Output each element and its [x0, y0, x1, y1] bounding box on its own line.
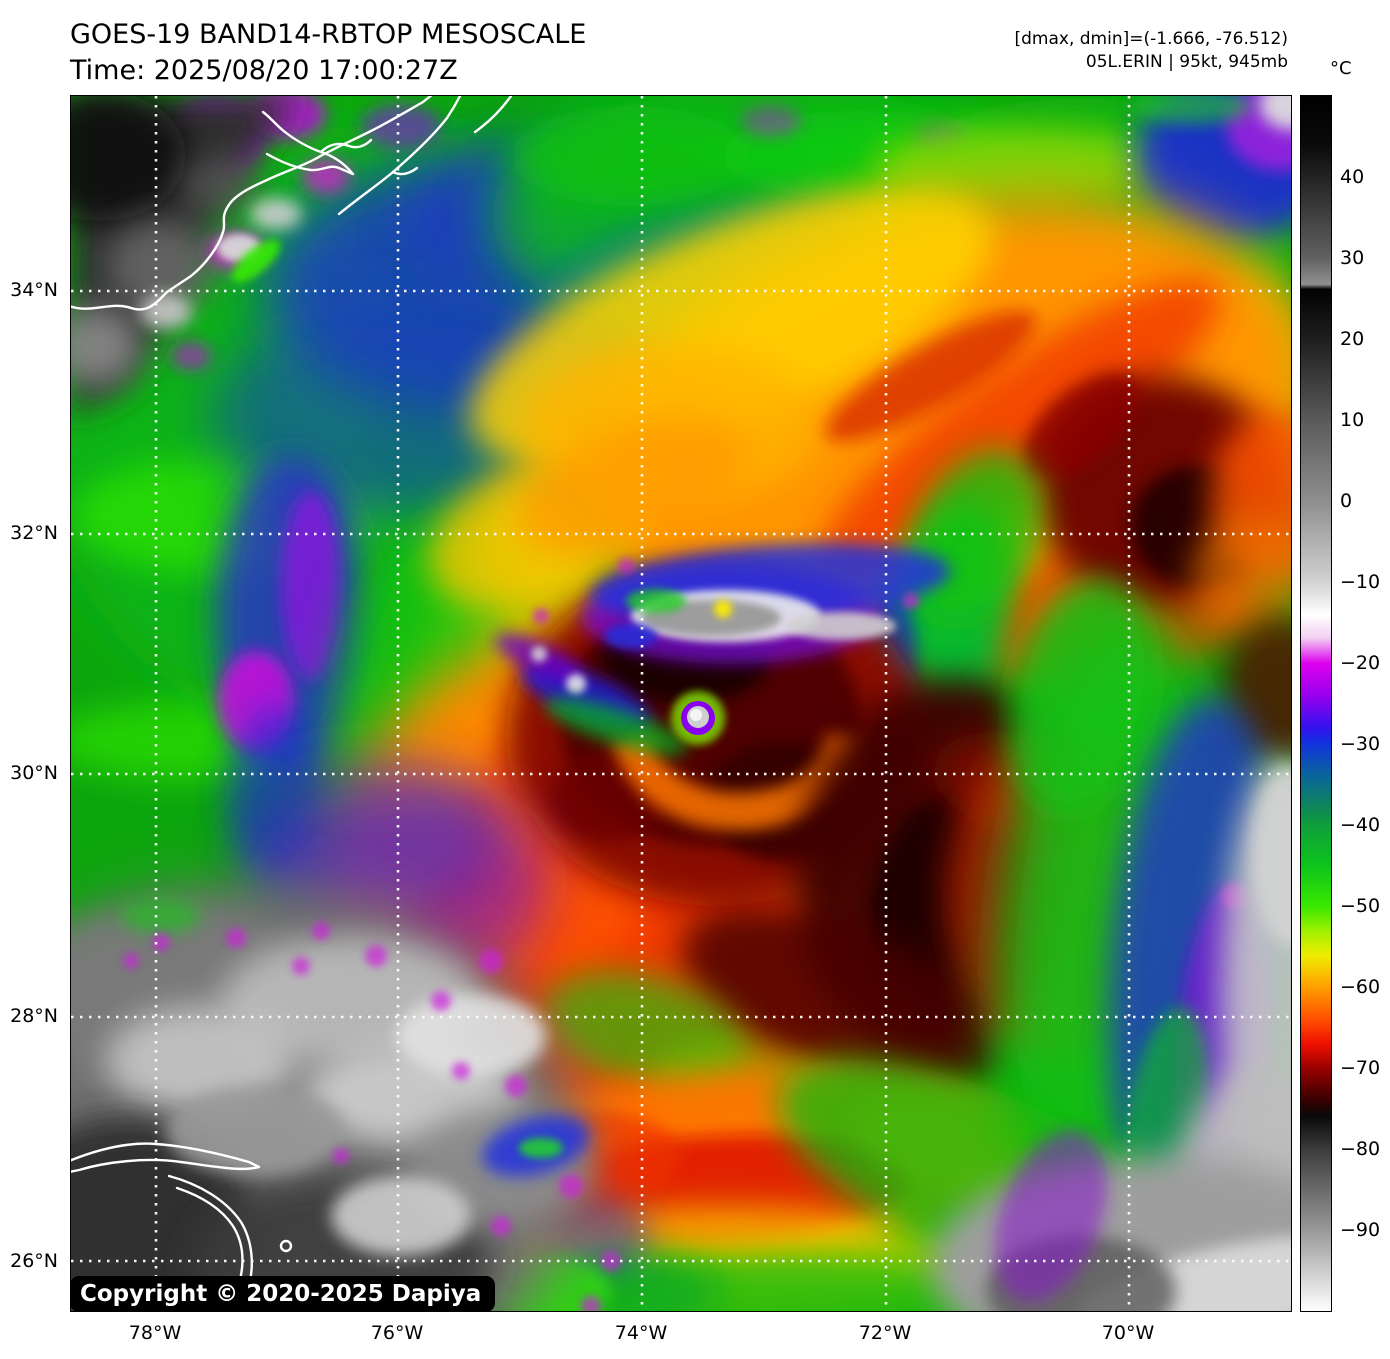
cloud-field: [71, 96, 1291, 1311]
time-label: Time: 2025/08/20 17:00:27Z: [70, 55, 458, 86]
lon-axis-label: 78°W: [128, 1322, 182, 1344]
colorbar-tick-label: −70: [1340, 1057, 1381, 1079]
colorbar-tick-label: −50: [1340, 895, 1381, 917]
lat-axis-label: 28°N: [10, 1005, 58, 1027]
magenta-fringe: [123, 558, 919, 1311]
storm-info-label: 05L.ERIN | 95kt, 945mb: [1085, 52, 1288, 72]
lat-axis-label: 32°N: [10, 522, 58, 544]
satellite-map: Copyright © 2020-2025 Dapiya: [70, 95, 1292, 1312]
satellite-scene-svg: [71, 96, 1291, 1311]
lat-axis-label: 30°N: [10, 762, 58, 784]
colorbar-tick-label: −80: [1340, 1138, 1381, 1160]
colorbar-tick-label: −40: [1340, 814, 1381, 836]
colorbar-tick-label: 20: [1340, 328, 1365, 350]
copyright-badge: Copyright © 2020-2025 Dapiya: [70, 1276, 496, 1312]
lon-axis-label: 74°W: [614, 1322, 668, 1344]
colorbar-tick-label: 10: [1340, 409, 1365, 431]
lon-axis-label: 70°W: [1101, 1322, 1155, 1344]
colorbar-tick-label: 0: [1340, 490, 1353, 512]
colorbar-tick-label: −30: [1340, 733, 1381, 755]
colorbar-tick-label: −60: [1340, 976, 1381, 998]
colorbar-bar: [1300, 95, 1332, 1312]
coastline: [71, 96, 513, 1311]
dmax-dmin-label: [dmax, dmin]=(-1.666, -76.512): [1014, 29, 1289, 49]
colorbar-tick-label: −90: [1340, 1219, 1381, 1241]
lon-axis-label: 76°W: [370, 1322, 424, 1344]
colorbar-tick-label: −10: [1340, 571, 1381, 593]
lat-axis-label: 34°N: [10, 279, 58, 301]
colorbar-unit-label: °C: [1330, 58, 1352, 79]
page-title: GOES-19 BAND14-RBTOP MESOSCALE: [70, 19, 587, 50]
lat-axis-label: 26°N: [10, 1250, 58, 1272]
colorbar-tick-label: 30: [1340, 247, 1365, 269]
lon-axis-label: 72°W: [858, 1322, 912, 1344]
hurricane-eye: [671, 691, 725, 745]
colorbar-tick-label: 40: [1340, 166, 1365, 188]
colorbar-tick-label: −20: [1340, 652, 1381, 674]
header-right: [dmax, dmin]=(-1.666, -76.512) 05L.ERIN …: [1015, 28, 1289, 74]
